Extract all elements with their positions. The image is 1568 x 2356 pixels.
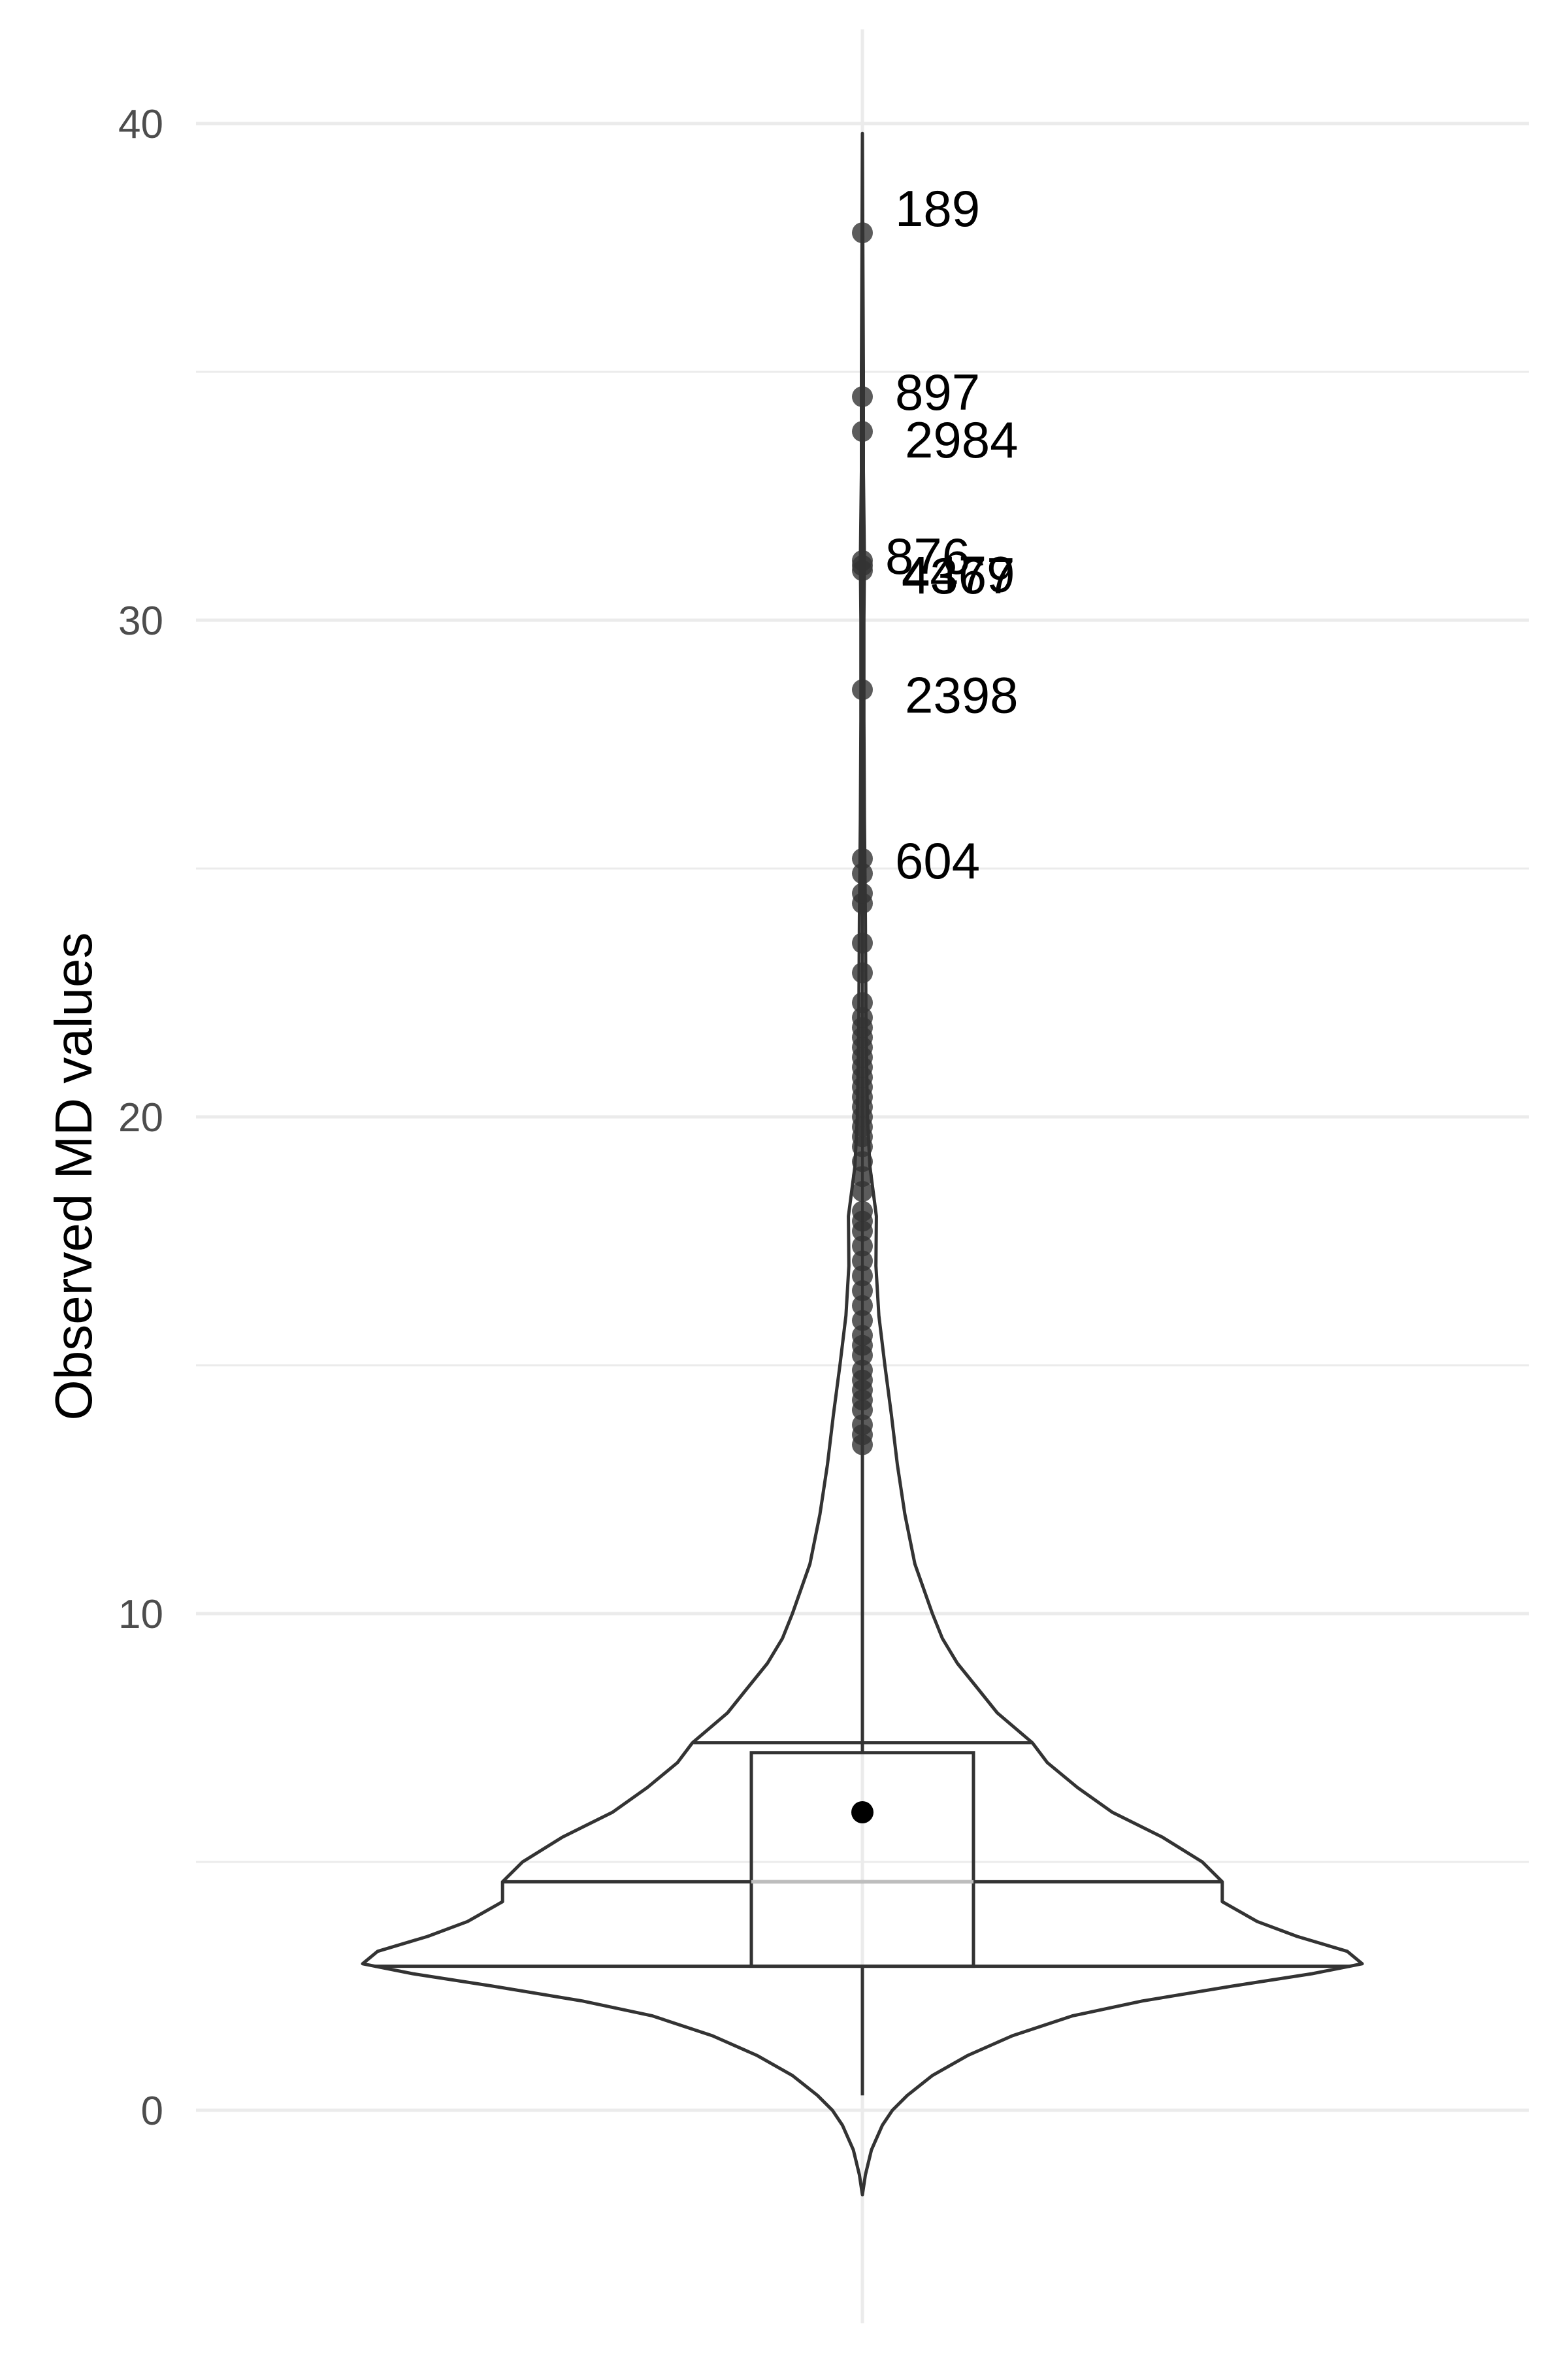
- outlier-point: [852, 883, 873, 904]
- point-label: 4479: [902, 545, 1015, 603]
- point-label: 189: [895, 180, 980, 237]
- point-label: 876: [885, 527, 970, 585]
- outlier-point: [852, 1151, 873, 1172]
- outlier-point: [852, 1007, 873, 1028]
- y-tick-label: 0: [141, 2089, 163, 2134]
- outlier-point: [852, 992, 873, 1014]
- point-label: 4367: [902, 547, 1015, 605]
- outlier-point: [852, 1414, 873, 1436]
- outlier-point: [852, 1166, 873, 1187]
- y-tick-label: 40: [118, 102, 163, 147]
- y-tick-label: 20: [118, 1095, 163, 1140]
- point-label: 2398: [905, 666, 1019, 723]
- outlier-point: [852, 1235, 873, 1257]
- outlier-point: [852, 1325, 873, 1346]
- outlier-point: [852, 386, 873, 407]
- y-tick-label: 10: [118, 1592, 163, 1637]
- outlier-point: [852, 679, 873, 701]
- box: [749, 1751, 975, 1968]
- outlier-point: [852, 1265, 873, 1287]
- outlier-point: [852, 848, 873, 869]
- outlier-point: [852, 863, 873, 884]
- outlier-point: [852, 1201, 873, 1222]
- point-label: 2984: [905, 411, 1019, 469]
- y-axis-title: Observed MD values: [44, 933, 103, 1421]
- mean-point: [851, 1801, 874, 1823]
- outlier-point: [852, 1310, 873, 1331]
- outlier-point: [852, 933, 873, 954]
- outlier-point: [852, 1295, 873, 1316]
- outlier-point: [852, 962, 873, 984]
- outlier-point: [852, 1250, 873, 1272]
- point-label: 604: [895, 832, 980, 889]
- point-label: 897: [895, 363, 980, 421]
- outlier-point: [852, 421, 873, 442]
- outlier-point: [852, 222, 873, 244]
- outlier-point: [852, 1359, 873, 1381]
- y-axis: 0 10 20 30 40: [118, 102, 163, 2134]
- points-layer: [852, 222, 873, 1455]
- outlier-point: [852, 1280, 873, 1301]
- outlier-point: [852, 550, 873, 571]
- y-tick-label: 30: [118, 599, 163, 644]
- outlier-point: [852, 1181, 873, 1202]
